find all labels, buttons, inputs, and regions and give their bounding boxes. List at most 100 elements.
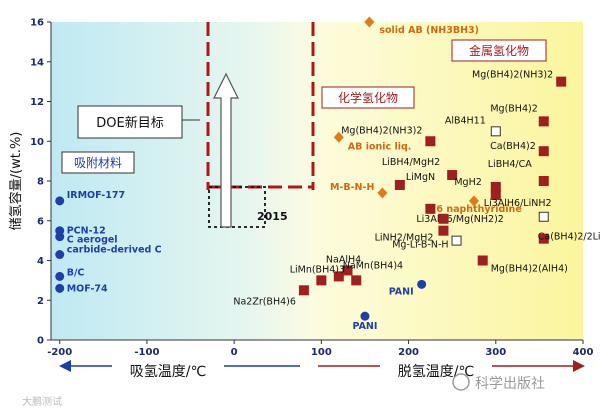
data-point-label: carbide-derived C bbox=[67, 245, 162, 256]
square-data-point bbox=[538, 116, 549, 127]
data-point-label: PCN-12 bbox=[67, 226, 106, 237]
y-tick-label: 8 bbox=[37, 177, 44, 188]
adsorption-label: 吸附材料 bbox=[74, 156, 122, 170]
watermark-left: 大鹏测试 bbox=[22, 395, 62, 408]
data-point-label: LiMgN bbox=[406, 172, 435, 183]
square-data-point bbox=[490, 126, 501, 137]
square-data-point bbox=[438, 213, 449, 224]
y-axis-title: 储氢容量/(wt.%) bbox=[8, 132, 24, 231]
y-tick-label: 12 bbox=[30, 97, 44, 108]
data-point-label: LiNH2/MgH2 bbox=[375, 233, 434, 244]
circle-data-point bbox=[55, 196, 65, 206]
x-tick-label: 0 bbox=[231, 347, 238, 358]
metal-label-box bbox=[451, 39, 547, 62]
x-label-left-bg bbox=[112, 360, 224, 380]
chemical-label: 化学氢化物 bbox=[338, 90, 398, 105]
data-point-label: Li3AlH6/Mg(NH2)2 bbox=[416, 214, 503, 225]
square-data-point bbox=[298, 285, 309, 296]
data-point-label: Mg-Li-B-N-H bbox=[392, 240, 448, 251]
data-point-label: B/C bbox=[67, 267, 85, 278]
data-point-label: Mg(BH4)2(NH3)2 bbox=[341, 125, 422, 136]
circle-data-point bbox=[55, 250, 65, 260]
y-tick-label: 2 bbox=[37, 296, 44, 307]
data-point-label: Mg(BH4)2(NH3)2 bbox=[472, 70, 553, 81]
y-tick-label: 16 bbox=[30, 18, 44, 29]
y-tick-label: 10 bbox=[30, 137, 44, 148]
data-points: IRMOF-177 PCN-12C aerogelcarbide-derived … bbox=[55, 16, 600, 332]
square-data-point bbox=[538, 176, 549, 186]
square-data-point bbox=[316, 275, 327, 286]
square-data-point bbox=[447, 170, 458, 181]
diamond-data-point bbox=[364, 16, 375, 28]
square-data-point bbox=[425, 203, 436, 214]
data-point-label: IRMOF-177 bbox=[67, 190, 125, 201]
data-point-label: PANI bbox=[352, 321, 377, 332]
circle-data-point bbox=[417, 279, 427, 289]
data-point-label: AB ionic liq. bbox=[348, 141, 412, 152]
watermark-logo bbox=[452, 373, 470, 391]
y-tick-label: 14 bbox=[30, 57, 44, 68]
data-point-label: M-B-N-H bbox=[330, 182, 374, 193]
data-point-label: LiBH4/CA bbox=[488, 159, 532, 170]
data-point-label: PANI bbox=[389, 286, 414, 297]
diamond-data-point bbox=[377, 187, 388, 199]
data-point-label: solid AB (NH3BH3) bbox=[379, 25, 479, 36]
data-point-label: 1,6 naphthyridine bbox=[426, 204, 522, 215]
adsorption-label-box bbox=[61, 151, 135, 174]
y-tick-label: 6 bbox=[37, 216, 44, 227]
doe-callout-text: DOE新目标 bbox=[96, 115, 163, 131]
y-tick-label: 0 bbox=[37, 336, 44, 347]
doe-year-label: 2015 bbox=[257, 210, 288, 223]
desorption-region bbox=[313, 22, 583, 340]
data-point-label: NaMn(BH4)4 bbox=[343, 260, 403, 271]
square-data-point bbox=[451, 235, 462, 246]
diamond-data-point bbox=[468, 195, 479, 207]
x-tick-label: 300 bbox=[485, 347, 506, 358]
data-point-label: LiBH4/MgH2 bbox=[382, 157, 440, 168]
x-tick-label: 400 bbox=[573, 347, 594, 358]
square-data-point bbox=[333, 271, 344, 282]
circle-data-point bbox=[55, 283, 65, 293]
diamond-data-point bbox=[333, 131, 344, 143]
x-tick-label: -200 bbox=[47, 347, 72, 358]
square-data-point bbox=[477, 255, 488, 266]
circle-data-point bbox=[360, 311, 370, 321]
doe-up-arrow bbox=[213, 72, 239, 228]
data-point-label: Na2Zr(BH4)6 bbox=[233, 296, 296, 307]
square-data-point bbox=[438, 225, 449, 236]
data-point-label: NaAlH4 bbox=[326, 254, 361, 265]
x-tick-label: -100 bbox=[134, 347, 159, 358]
square-data-point bbox=[425, 136, 436, 147]
x-tick-label: 100 bbox=[311, 347, 332, 358]
data-point-label: MOF-74 bbox=[67, 283, 108, 294]
adsorption-region bbox=[51, 22, 313, 340]
axis-ticks: 0 2 4 6 8 10 12 14 16 -200 -100 0 100 200 300 400 bbox=[30, 18, 593, 359]
data-point-label: Ca(BH4)2 bbox=[490, 141, 536, 152]
circle-data-point bbox=[55, 232, 65, 242]
circle-data-point bbox=[55, 271, 65, 281]
data-point-label: AlB4H11 bbox=[445, 115, 486, 126]
data-point-label: Mg(BH4)2 bbox=[490, 103, 537, 114]
data-point-label: Li3AlH6/LiNH2 bbox=[484, 198, 552, 209]
data-point-label: C aerogel bbox=[67, 235, 118, 246]
square-data-point bbox=[556, 76, 567, 87]
square-data-point bbox=[538, 233, 549, 244]
square-data-point bbox=[342, 265, 353, 276]
x-axis-title-left: 吸氢温度/℃ bbox=[130, 364, 206, 380]
metal-label: 金属氢化物 bbox=[469, 43, 529, 58]
square-data-point bbox=[351, 275, 362, 286]
watermark-right: 科学出版社 bbox=[475, 376, 545, 392]
chemical-label-box bbox=[321, 86, 415, 109]
square-data-point bbox=[490, 189, 501, 200]
x-tick-label: 200 bbox=[398, 347, 419, 358]
data-point-label: MgH2 bbox=[454, 177, 481, 188]
data-point-label: LiMn(BH4)3 bbox=[290, 264, 345, 275]
square-data-point bbox=[538, 146, 549, 157]
x-axis-title-right: 脱氢温度/℃ bbox=[398, 364, 474, 380]
square-data-point bbox=[394, 179, 405, 190]
y-tick-label: 4 bbox=[37, 256, 44, 267]
square-data-point bbox=[538, 211, 549, 222]
data-point-label: Mg(BH4)2(AlH4) bbox=[491, 264, 568, 275]
